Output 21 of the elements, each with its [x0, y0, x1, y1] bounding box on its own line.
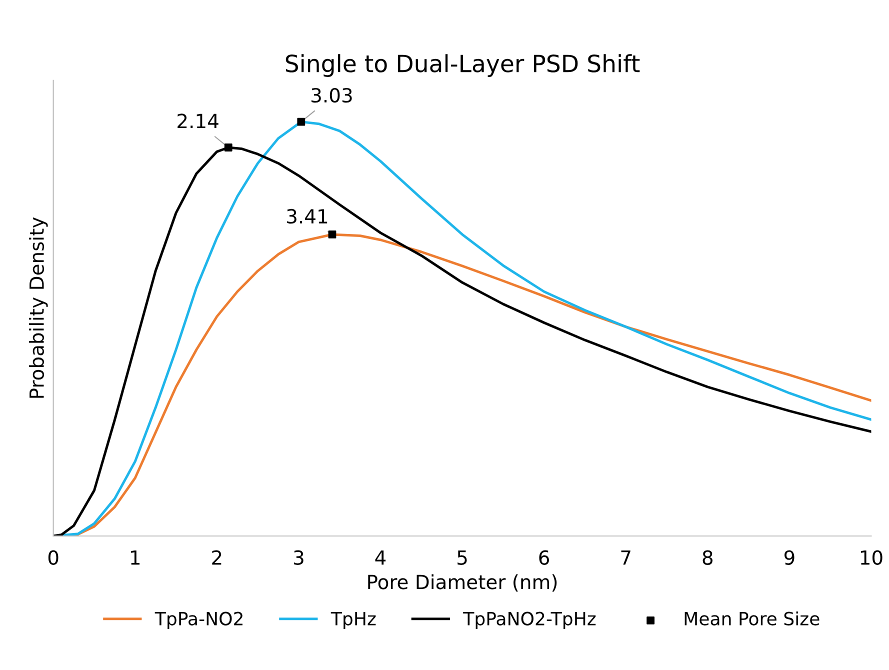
x-tick-label: 9: [784, 550, 794, 565]
x-tick-label: 8: [702, 550, 712, 565]
x-tick-label: 3: [294, 550, 304, 565]
x-tick-label: 7: [621, 550, 630, 565]
x-tick-label: 6: [539, 550, 550, 565]
annotation: 3.03: [312, 88, 352, 103]
x-tick-label: 10: [860, 550, 882, 565]
x-tick-label: 1: [131, 550, 140, 565]
x-tick-label: 2: [212, 550, 222, 565]
annotation: 3.41: [287, 208, 328, 224]
x-tick-label: 0: [48, 550, 58, 565]
y-axis-title: Probability Density: [28, 217, 48, 398]
legend-label: TpPa-NO2: [154, 612, 242, 629]
legend-label: Mean Pore Size: [684, 611, 820, 626]
legend-label: TpHz: [330, 612, 376, 629]
legend-label: TpPaNO2-TpHz: [463, 612, 596, 629]
x-tick-label: 5: [458, 550, 467, 565]
x-axis-title: Pore Diameter (nm): [368, 574, 557, 592]
annotation: 2.14: [178, 114, 218, 128]
chart-title: Single to Dual-Layer PSD Shift: [286, 54, 640, 77]
x-tick-label: 4: [375, 550, 386, 565]
